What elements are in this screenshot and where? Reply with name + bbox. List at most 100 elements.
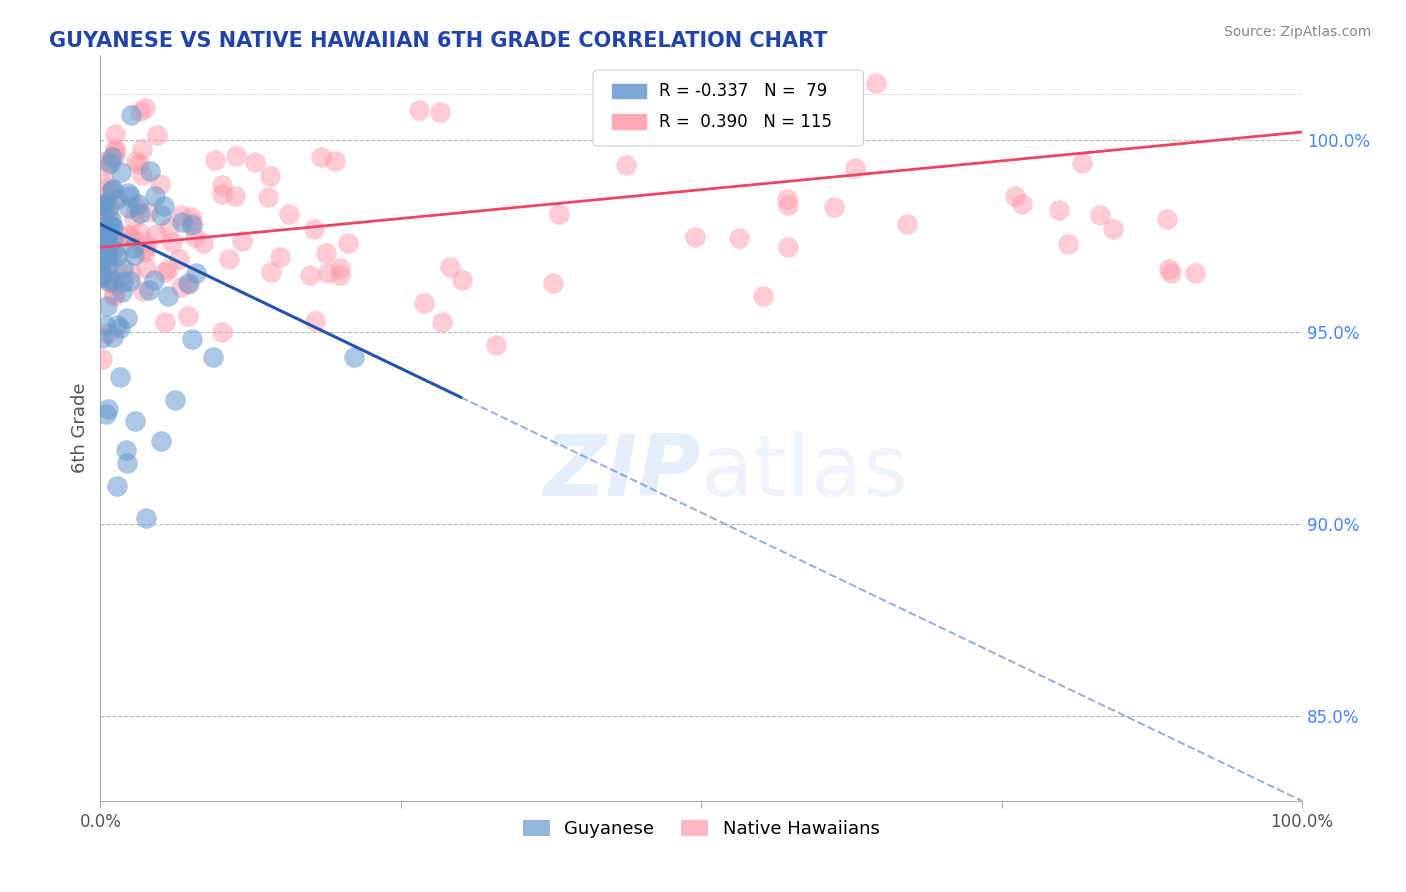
- Point: [184, 266, 207, 280]
- Point: [170, 208, 193, 222]
- Point: [91, 352, 114, 367]
- Point: [98, 219, 121, 234]
- Point: [98, 276, 121, 290]
- Point: [146, 128, 169, 142]
- Point: [211, 326, 233, 340]
- Point: [96, 252, 118, 266]
- Point: [93, 207, 115, 221]
- Point: [727, 231, 749, 245]
- Point: [1047, 203, 1070, 218]
- Point: [120, 266, 142, 280]
- Point: [91, 331, 114, 345]
- Point: [105, 249, 128, 263]
- Point: [167, 252, 190, 266]
- Point: [302, 222, 325, 236]
- Point: [204, 153, 226, 167]
- Point: [94, 194, 117, 209]
- Point: [131, 142, 153, 156]
- Point: [844, 161, 866, 176]
- Point: [98, 179, 121, 194]
- Point: [93, 197, 115, 211]
- Point: [101, 232, 124, 246]
- Point: [315, 246, 337, 260]
- Point: [135, 260, 157, 275]
- Point: [245, 155, 267, 169]
- Point: [776, 240, 799, 254]
- Point: [94, 176, 117, 190]
- Point: [96, 154, 118, 169]
- Point: [90, 273, 112, 287]
- Point: [90, 200, 112, 214]
- Point: [101, 219, 124, 234]
- Point: [96, 234, 118, 248]
- Text: ZIP: ZIP: [544, 431, 702, 515]
- Point: [259, 265, 281, 279]
- Point: [117, 186, 139, 201]
- Point: [776, 197, 799, 211]
- Point: [101, 149, 124, 163]
- Point: [157, 220, 180, 235]
- Point: [108, 369, 131, 384]
- Point: [329, 261, 352, 276]
- Point: [100, 212, 122, 227]
- Point: [107, 479, 129, 493]
- Point: [231, 234, 253, 248]
- Point: [90, 221, 112, 235]
- Point: [103, 274, 125, 288]
- Point: [547, 207, 569, 221]
- Point: [120, 189, 142, 203]
- Point: [149, 434, 172, 449]
- Point: [224, 188, 246, 202]
- Point: [430, 315, 453, 329]
- Point: [269, 250, 291, 264]
- Point: [150, 209, 173, 223]
- Point: [97, 401, 120, 416]
- Point: [163, 392, 186, 407]
- Point: [139, 163, 162, 178]
- Point: [97, 235, 120, 249]
- Point: [128, 206, 150, 220]
- Point: [329, 268, 352, 282]
- Point: [337, 235, 360, 250]
- Point: [96, 407, 118, 421]
- Point: [129, 227, 152, 241]
- Point: [1070, 156, 1092, 170]
- Point: [93, 236, 115, 251]
- Point: [143, 273, 166, 287]
- Point: [111, 261, 134, 276]
- Point: [1156, 212, 1178, 227]
- Point: [257, 190, 280, 204]
- Text: atlas: atlas: [702, 431, 910, 515]
- Point: [89, 261, 111, 276]
- Point: [155, 315, 177, 329]
- Text: R =  0.390   N = 115: R = 0.390 N = 115: [659, 112, 832, 130]
- Point: [259, 169, 281, 184]
- Point: [143, 189, 166, 203]
- Point: [91, 268, 114, 283]
- Point: [90, 233, 112, 247]
- Point: [170, 215, 193, 229]
- Point: [450, 273, 472, 287]
- Point: [136, 205, 159, 219]
- Point: [110, 164, 132, 178]
- Text: R = -0.337   N =  79: R = -0.337 N = 79: [659, 82, 827, 100]
- Point: [122, 241, 145, 255]
- Point: [225, 149, 247, 163]
- Point: [128, 157, 150, 171]
- FancyBboxPatch shape: [593, 70, 863, 146]
- Point: [120, 108, 142, 122]
- Point: [93, 229, 115, 244]
- Point: [211, 178, 233, 192]
- Point: [752, 289, 775, 303]
- Point: [541, 276, 564, 290]
- Point: [103, 243, 125, 257]
- Legend: Guyanese, Native Hawaiians: Guyanese, Native Hawaiians: [516, 813, 887, 846]
- Point: [309, 150, 332, 164]
- Y-axis label: 6th Grade: 6th Grade: [72, 383, 89, 474]
- Point: [157, 261, 180, 276]
- Point: [191, 235, 214, 250]
- Point: [103, 287, 125, 301]
- Point: [98, 206, 121, 220]
- Text: GUYANESE VS NATIVE HAWAIIAN 6TH GRADE CORRELATION CHART: GUYANESE VS NATIVE HAWAIIAN 6TH GRADE CO…: [49, 31, 828, 51]
- Point: [278, 207, 301, 221]
